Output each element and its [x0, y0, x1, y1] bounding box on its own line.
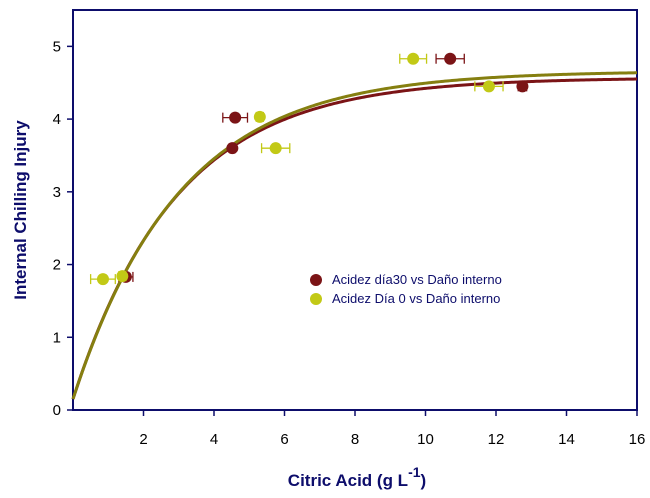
data-point-series-1	[116, 270, 129, 283]
y-tick-label: 4	[53, 111, 61, 128]
data-points	[89, 52, 529, 286]
x-axis-label-sup: -1	[408, 464, 421, 480]
x-tick-label: 16	[629, 431, 646, 448]
data-point-series-1	[253, 110, 266, 123]
plot-frame	[72, 9, 638, 411]
x-tick-label: 2	[139, 431, 147, 448]
x-tick-label: 12	[488, 431, 505, 448]
legend-label-dia30: Acidez día30 vs Daño interno	[332, 272, 502, 287]
legend-marker-dia0	[310, 293, 322, 305]
x-axis-label-main: Citric Acid (g L	[288, 471, 408, 490]
y-tick-label: 0	[53, 402, 61, 419]
y-axis-label: Internal Chilling Injury	[11, 120, 30, 300]
data-point-series-1	[96, 273, 109, 286]
data-point-series-1	[482, 80, 495, 93]
data-point-series-0	[444, 52, 457, 65]
data-point-series-0	[229, 111, 242, 124]
x-tick-label: 6	[280, 431, 288, 448]
x-tick-label: 4	[210, 431, 218, 448]
x-axis-label: Citric Acid (g L-1)	[288, 464, 426, 490]
x-axis-label-end: )	[421, 471, 427, 490]
y-axis-ticks: 0 1 2 3 4 5	[53, 38, 73, 419]
data-point-series-1	[269, 142, 282, 155]
y-tick-label: 1	[53, 329, 61, 346]
y-tick-label: 5	[53, 38, 61, 55]
fit-curve-1	[71, 71, 638, 400]
fit-curve-0	[71, 77, 638, 400]
fit-curves	[71, 71, 638, 400]
legend-label-dia0: Acidez Día 0 vs Daño interno	[332, 291, 500, 306]
x-axis-ticks: 2 4 6 8 10 12 14 16	[139, 410, 645, 448]
x-tick-label: 10	[417, 431, 434, 448]
y-tick-label: 3	[53, 184, 61, 201]
legend: Acidez día30 vs Daño interno Acidez Día …	[310, 272, 502, 306]
legend-marker-dia30	[310, 274, 322, 286]
data-point-series-0	[516, 80, 529, 93]
x-tick-label: 14	[558, 431, 575, 448]
x-tick-label: 8	[351, 431, 359, 448]
data-point-series-0	[226, 142, 239, 155]
y-tick-label: 2	[53, 257, 61, 274]
data-point-series-1	[407, 52, 420, 65]
